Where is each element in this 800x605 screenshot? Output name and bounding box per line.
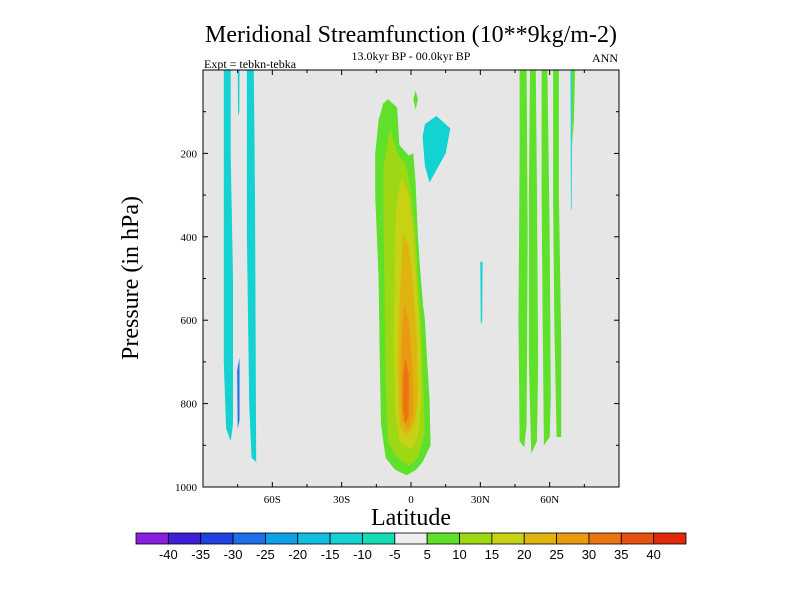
x-tick-label: 60S (264, 494, 281, 506)
y-tick-label: 400 (181, 232, 198, 244)
colorbar-label: 40 (646, 547, 660, 562)
contour-regions (223, 70, 576, 476)
contour-region-nh-positive-blob (413, 90, 418, 110)
y-tick-label: 200 (181, 148, 198, 160)
x-axis-label: Latitude (371, 505, 451, 531)
season-label: ANN (592, 51, 618, 65)
colorbar-label: 35 (614, 547, 628, 562)
colorbar-label: -35 (191, 547, 210, 562)
x-tick-label: 0 (408, 494, 414, 506)
contour-region-sh-narrow-strip (237, 70, 240, 116)
colorbar-swatch (491, 532, 525, 545)
contour-region-nh-positive-band-1 (518, 70, 528, 448)
colorbar-label: -25 (256, 547, 275, 562)
colorbar-swatch (588, 532, 622, 545)
colorbar-label: 10 (452, 547, 466, 562)
colorbar: -40 -35 -30 -25 -20 -15 -10 -5 5 10 15 20 25 30 35 40 (135, 532, 687, 562)
colorbar-swatch (556, 532, 590, 545)
x-tick-label: 30S (333, 494, 350, 506)
chart-title: Meridional Streamfunction (10**9kg/m-2) (205, 22, 617, 48)
y-axis-label: Pressure (in hPa) (118, 196, 144, 360)
contour-region-tropical-gap-notch (422, 297, 430, 314)
colorbar-label: -10 (353, 547, 372, 562)
colorbar-swatch (459, 532, 493, 545)
colorbar-label: -20 (288, 547, 307, 562)
colorbar-swatch (394, 532, 428, 545)
y-tick-label: 600 (181, 315, 198, 327)
contour-region-sh-negative-band-1 (223, 70, 233, 442)
colorbar-label: -30 (224, 547, 243, 562)
colorbar-swatch (523, 532, 557, 545)
contour-region-sh-negative-band-2 (246, 70, 257, 462)
y-axis-ticks: 200 400 600 800 1000 (175, 111, 619, 494)
x-tick-label: 30N (471, 494, 490, 506)
colorbar-swatch (653, 532, 687, 545)
colorbar-swatch (232, 532, 266, 545)
contour-region-sh-small-negative (237, 357, 240, 429)
colorbar-label: 30 (582, 547, 596, 562)
colorbar-label: 20 (517, 547, 531, 562)
x-axis-ticks: 60S 30S 0 30N 60N (237, 70, 585, 506)
contour-region-tropical-cell-30 (402, 357, 409, 425)
contour-region-nh-positive-band-4 (553, 70, 562, 437)
colorbar-swatch (329, 532, 363, 545)
colorbar-swatch (362, 532, 396, 545)
y-tick-label: 1000 (175, 482, 198, 494)
y-tick-label: 800 (181, 399, 198, 411)
colorbar-swatch (620, 532, 655, 545)
colorbar-label: -40 (159, 547, 178, 562)
contour-region-nh-positive-band-2 (528, 70, 539, 454)
colorbar-swatch (265, 532, 299, 545)
colorbar-label: 25 (549, 547, 563, 562)
contour-region-nh-positive-band-3 (541, 70, 551, 446)
x-tick-label: 60N (540, 494, 559, 506)
colorbar-swatch (426, 532, 460, 545)
contour-region-nh-narrow-strip (480, 261, 483, 325)
contour-region-nh-positive-sliver (571, 70, 576, 146)
colorbar-label: -15 (321, 547, 340, 562)
colorbar-label: 15 (485, 547, 499, 562)
colorbar-swatch (167, 532, 202, 545)
chart-subtitle: 13.0kyr BP - 00.0kyr BP (352, 49, 471, 63)
colorbar-label: -5 (389, 547, 401, 562)
colorbar-swatch (135, 532, 169, 545)
experiment-label: Expt = tebkn-tebka (204, 57, 297, 71)
contour-region-nh-negative-blob (422, 115, 451, 183)
contour-region-nh-negative-sliver (570, 70, 572, 212)
colorbar-swatch (297, 532, 331, 545)
colorbar-swatch (200, 532, 234, 545)
colorbar-label: 5 (424, 547, 431, 562)
